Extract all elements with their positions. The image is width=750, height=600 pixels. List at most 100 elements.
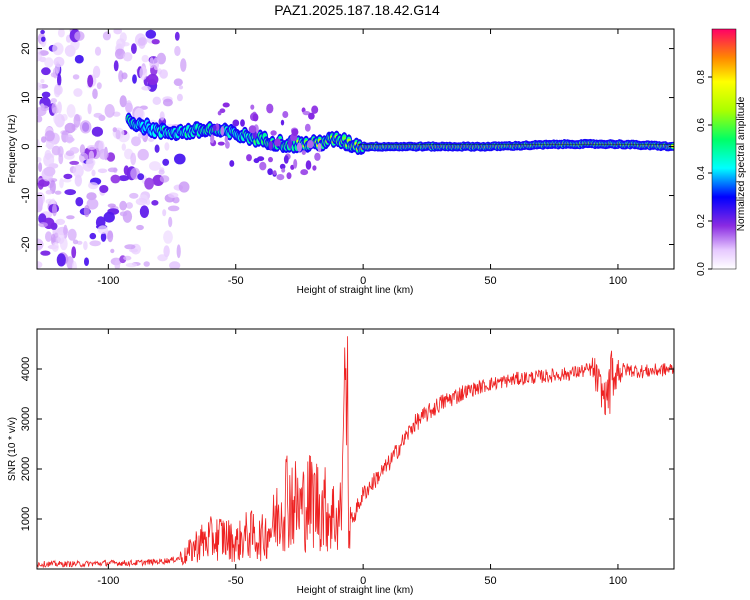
spectrogram-noise-blob — [118, 175, 130, 182]
spectrogram-noise-blob — [123, 255, 132, 261]
spectrogram-noise-blob — [56, 101, 62, 114]
spectrogram-x-tick-label: -50 — [228, 275, 244, 287]
spectrogram-noise-blob — [64, 189, 76, 196]
spectrogram-noise-blob — [119, 211, 128, 217]
spectrogram-ridge-spread — [307, 140, 314, 149]
spectrogram-noise-blob — [66, 215, 75, 220]
spectrogram-ridge-spread — [293, 159, 298, 169]
spectrogram-noise-blob — [162, 158, 170, 166]
snr-y-ticks: 1000 2000 3000 4000 — [20, 357, 674, 531]
spectrogram-x-tick-label: 50 — [484, 275, 496, 287]
spectrogram-noise-blob — [91, 126, 103, 137]
spectrogram-noise-blob — [136, 224, 144, 231]
spectrogram-noise-blob — [53, 113, 59, 124]
spectrogram-noise-blob — [41, 91, 51, 98]
spectrogram-noise-blob — [86, 198, 99, 210]
spectrogram-ridge-spread — [291, 128, 299, 136]
snr-series-line — [37, 336, 674, 569]
spectrogram-noise-blob — [87, 103, 92, 115]
snr-panel: -100 -50 0 50 100 1000 2000 3000 4000 Height of… — [7, 328, 675, 596]
spectrogram-noise-blob — [72, 164, 84, 178]
spectrogram-noise-blob — [143, 261, 150, 267]
spectrogram-frame — [36, 28, 675, 270]
spectrogram-noise-blob — [159, 175, 170, 183]
spectrogram-noise-blob — [137, 37, 148, 46]
spectrogram-noise-blob — [139, 66, 148, 80]
spectrogram-ridge-spread — [317, 142, 322, 153]
spectrogram-noise-blob — [37, 52, 42, 62]
spectrogram-noise-blob — [89, 240, 101, 247]
snr-x-tick-label: 100 — [609, 575, 627, 587]
spectrogram-noise-blob — [110, 174, 121, 184]
spectrogram-ridge-spread — [252, 113, 259, 122]
spectrogram-noise-blob — [65, 134, 74, 144]
spectrogram-ridge-spread — [250, 104, 255, 110]
spectrogram-noise-blob — [119, 200, 127, 211]
spectrogram-noise-blob — [40, 79, 45, 84]
spectrogram-y-tick-label: 0 — [20, 143, 32, 149]
spectrogram-noise-blob — [168, 192, 179, 198]
spectrogram-noise-blob — [123, 165, 130, 176]
spectrogram-ridge-spread — [282, 111, 289, 118]
spectrogram-x-label: Height of straight line (km) — [297, 285, 414, 296]
spectrogram-noise-blob — [57, 29, 65, 38]
spectrogram-noise-blob — [135, 197, 148, 206]
spectrogram-noise-blob — [131, 43, 137, 54]
spectrogram-x-ticks: -100 -50 0 50 100 — [97, 29, 627, 287]
spectrogram-noise-blob — [89, 232, 97, 240]
spectrogram-noise-blob — [84, 257, 89, 267]
snr-y-label: SNR (10 * v/v) — [7, 417, 18, 481]
spectrogram-noise-blob — [102, 31, 111, 41]
spectrogram-ridge-spread — [224, 136, 228, 143]
spectrogram-noise-blob — [37, 157, 42, 163]
spectrogram-noise-blob — [113, 60, 119, 72]
spectrogram-noise-blob — [66, 256, 74, 269]
colorbar-tick-label: 0.8 — [696, 70, 707, 84]
spectrogram-noise-blob — [176, 244, 181, 259]
spectrogram-noise-blob — [91, 169, 96, 177]
spectrogram-noise-blob — [162, 98, 173, 107]
snr-frame — [36, 328, 675, 570]
spectrogram-noise-blob — [131, 136, 141, 147]
spectrogram-ridge-spread — [301, 150, 306, 156]
spectrogram-noise-blob — [67, 228, 77, 241]
spectrogram-noise-blob — [73, 88, 83, 97]
spectrogram-noise-blob — [116, 38, 126, 49]
spectrogram-noise-blob — [83, 240, 88, 251]
spectrogram-noise-blob — [141, 85, 151, 91]
spectrogram-noise-blob — [151, 200, 159, 206]
spectrogram-noise-blob — [74, 54, 84, 64]
spectrogram-ridge-spread — [268, 156, 273, 163]
snr-x-label: Height of straight line (km) — [297, 585, 414, 596]
spectrogram-noise-blob — [43, 153, 55, 167]
spectrogram-ridge-spread — [246, 154, 252, 162]
spectrogram-noise-blob — [112, 127, 118, 133]
spectrogram-noise-blob — [154, 144, 160, 153]
colorbar-ticks: 0.0 0.2 0.4 0.6 0.8 — [696, 70, 712, 276]
spectrogram-noise-blob — [158, 169, 165, 175]
spectrogram-noise-blob — [86, 192, 97, 201]
snr-x-tick-label: -50 — [228, 575, 244, 587]
spectrogram-noise-blob — [100, 232, 107, 242]
spectrogram-noise-blob — [74, 174, 83, 187]
spectrogram-ridge-spread — [300, 169, 309, 176]
spectrogram-noise-blob — [125, 202, 133, 209]
spectrogram-ridge-spread — [274, 138, 281, 147]
spectrogram-noise-blob — [45, 143, 54, 148]
spectrogram-noise-blob — [132, 74, 137, 84]
spectrogram-noise-blob — [63, 173, 73, 180]
spectrogram-noise-blob — [38, 162, 43, 173]
spectrogram-noise-blob — [180, 58, 187, 72]
colorbar-tick-label: 0.6 — [696, 118, 707, 132]
spectrogram-ridge-spread — [312, 165, 317, 171]
spectrogram-noise-blob — [52, 67, 59, 79]
spectrogram-y-label: Frequency (Hz) — [7, 115, 18, 184]
colorbar-gradient — [711, 28, 737, 270]
spectrogram-x-tick-label: -100 — [97, 275, 119, 287]
spectrogram-noise-blob — [71, 246, 77, 259]
colorbar-label: Normalized spectral amplitude — [736, 96, 747, 231]
spectrogram-noise-blob — [41, 36, 46, 42]
spectrogram-noise-blob — [44, 130, 55, 142]
spectrogram-noise-blob — [178, 181, 190, 193]
